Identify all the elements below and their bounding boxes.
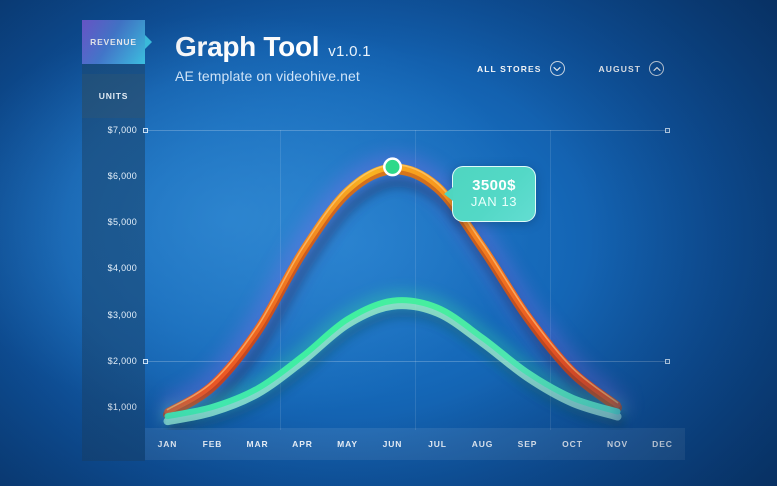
header: Graph Tool v1.0.1 AE template on videohi… [175,33,371,85]
units-line [164,297,621,420]
y-axis-label: $3,000 [107,309,137,320]
gridline-handle[interactable] [665,358,670,364]
header-controls: ALL STORES AUGUST [477,61,665,76]
x-axis-month-label[interactable]: DEC [652,439,673,449]
store-filter-dropdown[interactable]: ALL STORES [477,61,565,76]
page-title: Graph Tool [175,31,320,62]
gridline-horizontal [143,358,670,364]
y-axis-label: $5,000 [107,217,137,228]
units-underline [163,301,622,426]
version-label: v1.0.1 [328,43,371,60]
month-filter-label: AUGUST [598,63,642,74]
x-axis-month-label[interactable]: MAY [337,439,358,449]
page-subtitle: AE template on videohive.net [175,68,360,84]
y-axis-label: $4,000 [107,263,137,274]
chevron-up-circle-icon[interactable] [649,61,665,76]
gridline-vertical [550,130,551,430]
x-axis-month-label[interactable]: APR [292,439,313,449]
sidebar-tab-units-label: UNITS [98,91,129,101]
sidebar-tab-units[interactable]: UNITS [82,74,145,118]
x-axis-month-label[interactable]: FEB [202,439,223,449]
gridline-handle[interactable] [143,128,148,133]
x-axis-month-label[interactable]: NOV [606,439,629,449]
x-axis-month-label[interactable]: JUN [382,439,403,449]
gridline-handle[interactable] [665,128,670,133]
sidebar-tab-revenue[interactable]: REVENUE [82,20,145,64]
x-axis-month-label[interactable]: MAR [246,439,269,449]
data-point-marker[interactable] [385,159,400,174]
gridline-horizontal [143,128,670,133]
gridline-vertical [415,130,416,430]
x-axis-month-label[interactable]: SEP [517,439,538,449]
units-shadow [166,309,625,434]
x-axis-month-label[interactable]: OCT [562,439,583,449]
chevron-down-circle-icon[interactable] [549,61,565,76]
revenue-shadow [167,178,626,433]
chart-area [143,128,685,434]
sidebar: REVENUE UNITS [82,20,145,461]
chart-curves [154,153,631,434]
tooltip-value: 3500$ [472,177,516,195]
y-axis-label: $6,000 [107,171,137,182]
y-axis-label: $7,000 [107,125,137,135]
x-axis-months: JAN FEB MAR APR MAY JUN JUL AUG SEP OCT NOV DEC [145,428,685,460]
sidebar-tab-revenue-label: REVENUE [90,37,137,47]
month-filter-dropdown[interactable]: AUGUST [599,61,665,76]
y-axis-label: $1,000 [107,401,137,412]
x-axis-month-label[interactable]: JAN [157,439,178,449]
store-filter-label: ALL STORES [477,63,542,74]
tooltip-date: JAN 13 [470,194,518,210]
gridline-handle[interactable] [143,358,148,364]
x-axis-month-label[interactable]: JUL [428,439,447,449]
y-axis-label: $2,000 [107,355,137,366]
title-row: Graph Tool v1.0.1 [175,33,371,61]
x-axis-month-label[interactable]: AUG [471,439,494,449]
data-tooltip[interactable]: 3500$ JAN 13 [444,166,536,222]
